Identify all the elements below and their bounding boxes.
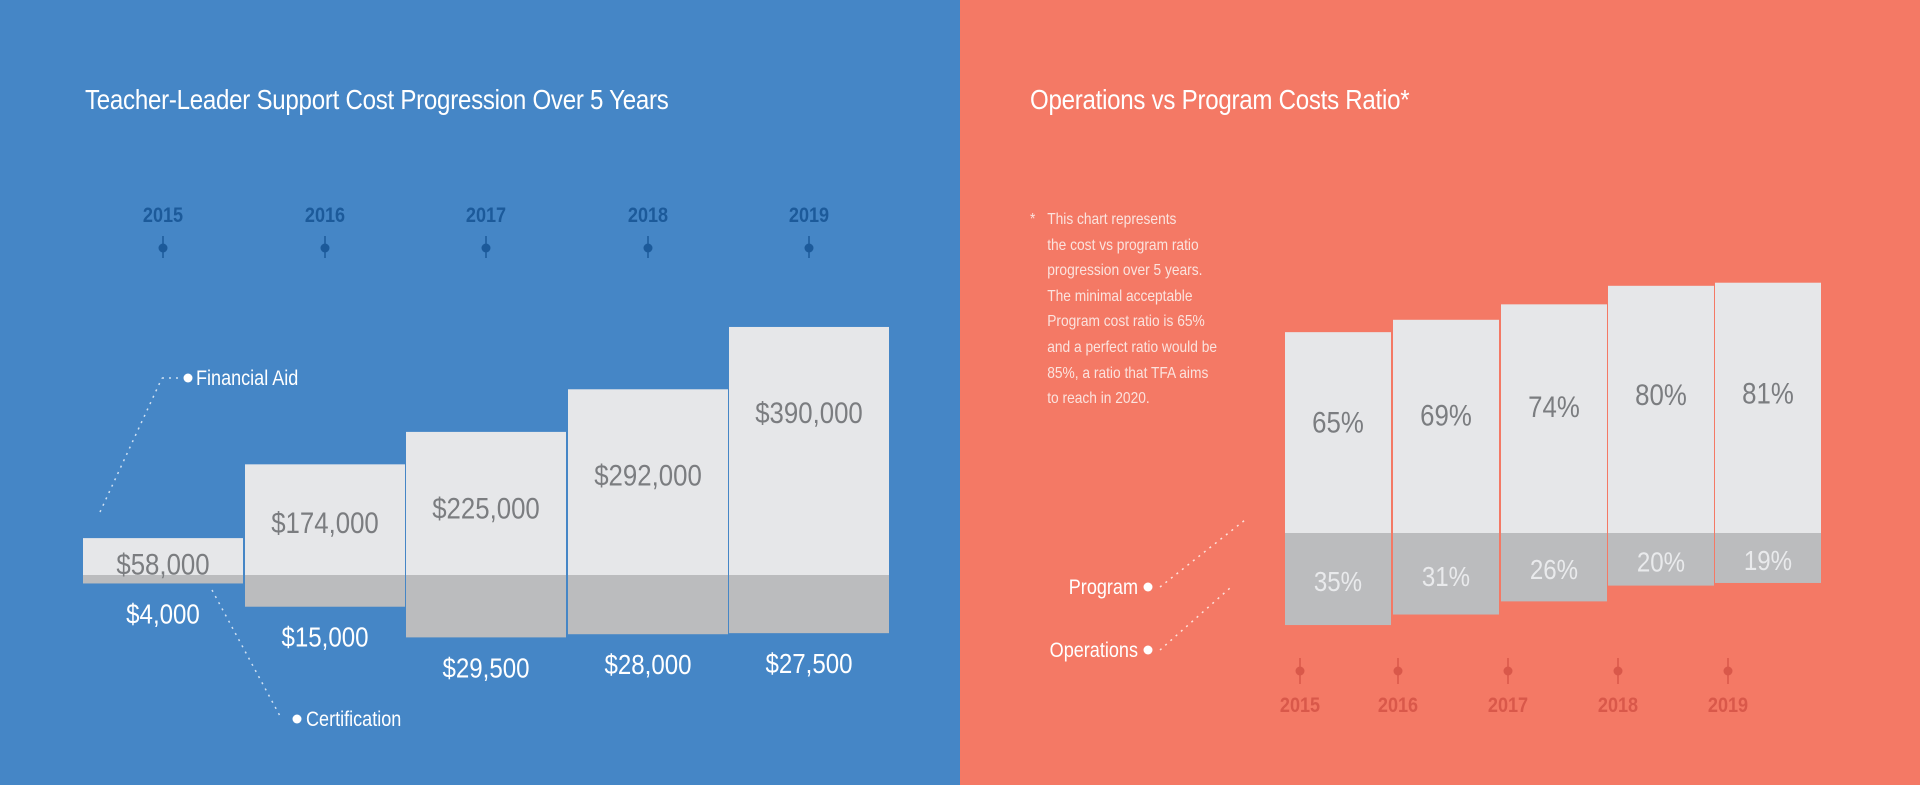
program-value: 69% — [1420, 399, 1472, 432]
certification-bar — [83, 575, 243, 584]
footnote-line: the cost vs program ratio — [1047, 236, 1199, 254]
footnote-line: to reach in 2020. — [1047, 390, 1150, 408]
year-tick-dot — [1393, 666, 1403, 676]
program-leader-line — [1159, 519, 1246, 588]
program-value: 65% — [1312, 406, 1364, 439]
operations-legend-label: Operations — [1050, 639, 1139, 663]
year-label: 2016 — [305, 204, 345, 228]
operations-bar — [1285, 533, 1391, 626]
program-bar — [1285, 332, 1391, 533]
year-label: 2017 — [1488, 694, 1528, 718]
certification-bar — [568, 575, 728, 635]
year-tick-dot — [158, 243, 168, 253]
certification-bar — [729, 575, 889, 634]
operations-value: 35% — [1314, 565, 1362, 597]
operations-value: 19% — [1744, 544, 1792, 576]
financial-aid-bar — [729, 326, 889, 575]
certification-value: $29,500 — [442, 652, 529, 684]
certification-legend-dot — [292, 714, 302, 724]
year-label: 2018 — [628, 204, 668, 228]
support-cost-panel: Teacher-Leader Support Cost Progression … — [0, 0, 960, 785]
program-bar — [1393, 319, 1499, 533]
certification-legend-label: Certification — [306, 708, 401, 732]
year-tick-dot — [1295, 666, 1305, 676]
footnote-line: and a perfect ratio would be — [1047, 338, 1218, 356]
program-bar — [1715, 282, 1821, 533]
footnote-line: This chart represents — [1047, 211, 1177, 228]
program-bar — [1501, 304, 1607, 533]
cost-ratio-panel: Operations vs Program Costs Ratio* * Thi… — [960, 0, 1920, 785]
year-tick-dot — [481, 243, 491, 253]
financial-aid-bar — [245, 464, 405, 575]
year-label: 2015 — [143, 204, 183, 228]
operations-value: 31% — [1422, 560, 1470, 592]
cost-ratio-footnote: * This chart represents the cost vs prog… — [1030, 207, 1236, 412]
year-tick-dot — [643, 243, 653, 253]
program-legend-label: Program — [1069, 576, 1138, 600]
footnote-line: The minimal acceptable — [1047, 287, 1193, 305]
year-tick-dot — [1723, 666, 1733, 676]
operations-value: 20% — [1637, 546, 1685, 578]
program-legend-dot — [1143, 582, 1153, 592]
certification-bar — [245, 575, 405, 607]
support-cost-chart-title: Teacher-Leader Support Cost Progression … — [85, 84, 669, 115]
financial-aid-leader-line — [99, 377, 163, 513]
operations-bar — [1715, 533, 1821, 583]
certification-value: $4,000 — [126, 598, 200, 630]
financial-aid-bar — [406, 431, 566, 575]
financial-aid-legend-dot — [183, 373, 193, 383]
year-label: 2017 — [466, 204, 506, 228]
year-label: 2015 — [1280, 694, 1320, 718]
footnote-line: 85%, a ratio that TFA aims — [1047, 364, 1209, 382]
financial-aid-value: $58,000 — [116, 548, 209, 581]
footnote-line: Program cost ratio is 65% — [1047, 313, 1205, 331]
cost-ratio-chart: 65% 35% 69% 31% 74% 26% 80% 20% 81% 19% 2015 2016 20… — [1050, 282, 1821, 718]
certification-value: $28,000 — [604, 648, 691, 680]
year-label: 2016 — [1378, 694, 1418, 718]
operations-value: 26% — [1530, 553, 1578, 585]
year-tick-dot — [804, 243, 814, 253]
operations-bar — [1501, 533, 1607, 602]
certification-value: $15,000 — [281, 621, 368, 653]
operations-bar — [1393, 533, 1499, 615]
footnote-line: progression over 5 years. — [1047, 262, 1203, 280]
year-label: 2019 — [1708, 694, 1748, 718]
financial-aid-bar — [83, 538, 243, 575]
financial-aid-bar — [568, 389, 728, 575]
year-tick-dot — [1503, 666, 1513, 676]
year-label: 2019 — [789, 204, 829, 228]
operations-bar — [1608, 533, 1714, 586]
financial-aid-legend-label: Financial Aid — [196, 367, 298, 391]
financial-aid-value: $292,000 — [594, 458, 702, 491]
program-value: 80% — [1635, 378, 1687, 411]
certification-value: $27,500 — [765, 647, 852, 679]
program-value: 74% — [1528, 390, 1580, 423]
year-tick-dot — [320, 243, 330, 253]
financial-aid-value: $174,000 — [271, 506, 379, 539]
certification-bar — [406, 575, 566, 638]
support-cost-chart: 2015 $58,000 $4,000 2016 $174,000 $15,000 2017… — [83, 204, 889, 732]
program-value: 81% — [1742, 377, 1794, 410]
program-bar — [1608, 285, 1714, 533]
footnote-marker: * — [1030, 211, 1036, 228]
operations-legend-dot — [1143, 645, 1153, 655]
year-label: 2018 — [1598, 694, 1638, 718]
operations-leader-line — [1159, 587, 1231, 651]
cost-ratio-chart-title: Operations vs Program Costs Ratio* — [1030, 84, 1410, 115]
financial-aid-value: $225,000 — [432, 492, 540, 525]
year-tick-dot — [1613, 666, 1623, 676]
financial-aid-value: $390,000 — [755, 396, 863, 429]
certification-leader-line — [211, 589, 281, 717]
